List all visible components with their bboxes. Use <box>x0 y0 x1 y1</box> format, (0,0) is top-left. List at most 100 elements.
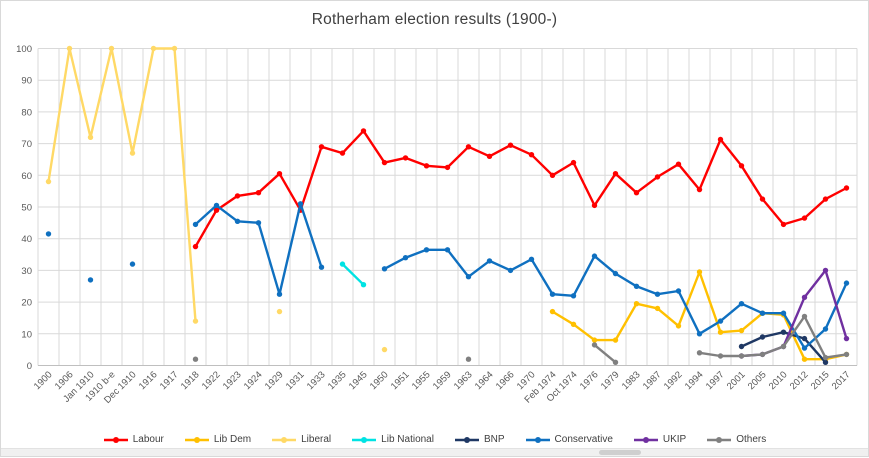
series-labour-marker <box>612 171 619 177</box>
x-axis-tick-label: 1924 <box>242 369 265 392</box>
x-axis-tick-label: 2017 <box>830 369 853 392</box>
x-axis-tick-label: 2015 <box>809 369 832 392</box>
horizontal-scrollbar-thumb[interactable] <box>599 450 641 455</box>
series-labour-marker <box>276 171 283 177</box>
series-conservative-marker <box>654 291 661 297</box>
series-labour-marker <box>444 164 451 171</box>
series-conservative-marker <box>612 270 619 277</box>
series-lib-national-marker <box>339 261 346 267</box>
series-others-marker <box>801 313 808 320</box>
series-ukip-marker <box>822 267 829 274</box>
series-conservative-marker <box>45 231 52 237</box>
series-bnp-marker <box>801 335 808 342</box>
series-labour-marker <box>570 159 577 166</box>
series-liberal-marker <box>171 45 178 52</box>
series-conservative-marker <box>549 291 556 297</box>
x-axis-tick-label: 1923 <box>221 369 244 392</box>
series-lib-dem-marker <box>738 327 745 334</box>
legend-marker-labour-icon <box>103 436 128 443</box>
series-lib-dem-marker <box>570 321 577 327</box>
x-axis-tick-label: 1900 <box>32 369 55 392</box>
series-labour-marker <box>801 215 808 221</box>
series-ukip-marker <box>801 294 808 300</box>
series-bnp <box>738 329 829 365</box>
x-axis-tick-label: 1917 <box>158 369 181 392</box>
series-conservative-marker <box>297 201 304 207</box>
x-axis-tick-label: 1950 <box>368 369 391 392</box>
y-axis-tick-label: 0 <box>27 361 32 372</box>
x-axis-tick-label: 1983 <box>620 369 643 392</box>
legend-label: Others <box>736 434 767 445</box>
series-lib-dem-marker <box>654 305 661 312</box>
legend-label: BNP <box>483 434 505 445</box>
series-bnp-line <box>740 331 827 364</box>
series-conservative-marker <box>675 288 682 294</box>
series-lib-dem-marker <box>675 323 682 329</box>
x-axis-tick-label: 1955 <box>410 369 433 392</box>
series-liberal-marker <box>381 346 388 353</box>
series-conservative-marker <box>129 261 136 267</box>
series-conservative-marker <box>633 283 640 289</box>
series-liberal <box>45 45 388 353</box>
x-axis-tick-label: 2012 <box>788 369 811 392</box>
horizontal-scrollbar-track[interactable] <box>1 448 868 456</box>
series-conservative-marker <box>570 293 577 299</box>
series-liberal-marker <box>87 134 94 140</box>
x-axis-tick-label: 1979 <box>599 369 622 392</box>
series-liberal-marker <box>129 150 136 156</box>
series-labour-marker <box>381 159 388 166</box>
x-axis-tick-label: 1966 <box>494 369 517 392</box>
legend-item-lib-national: Lib National <box>351 434 434 445</box>
legend-item-liberal: Liberal <box>271 434 331 445</box>
series-liberal-line <box>47 47 197 323</box>
x-axis-tick-label: 1929 <box>263 369 286 392</box>
series-conservative-marker <box>87 277 94 283</box>
series-liberal-marker <box>192 318 199 324</box>
series-liberal-marker <box>66 45 73 52</box>
legend-marker-bnp-icon <box>454 436 479 443</box>
series-labour-marker <box>717 136 724 143</box>
series-conservative-marker <box>465 274 472 280</box>
x-axis-tick-label: 1963 <box>452 369 475 392</box>
series-labour-marker <box>486 153 493 159</box>
y-axis-tick-label: 50 <box>21 203 32 214</box>
y-axis-tick-label: 10 <box>21 329 32 340</box>
series-others-marker <box>192 356 199 362</box>
series-labour-marker <box>528 152 535 158</box>
series-labour-marker <box>507 142 514 148</box>
legend-label: Liberal <box>301 434 332 445</box>
series-others-marker <box>591 342 598 348</box>
x-axis-tick-label: 1935 <box>326 369 349 392</box>
series-conservative-marker <box>381 266 388 272</box>
x-axis-tick-label: 1994 <box>683 369 706 392</box>
legend-label: Labour <box>132 434 164 445</box>
series-bnp-marker <box>822 359 829 365</box>
chart-legend: Labour Lib Dem Liberal Lib National BNP Conse… <box>1 434 868 445</box>
series-labour-marker <box>633 190 640 196</box>
series-conservative-marker <box>717 318 724 324</box>
series-conservative-marker <box>843 280 850 286</box>
series-lib-national-marker <box>360 282 367 288</box>
series-conservative <box>45 201 850 351</box>
legend-label: Conservative <box>554 434 613 445</box>
series-labour-marker <box>591 202 598 209</box>
series-others-marker <box>759 351 766 358</box>
series-lib-national-line <box>341 262 365 286</box>
series-conservative-marker <box>276 291 283 297</box>
legend-item-ukip: UKIP <box>633 434 686 445</box>
x-axis-tick-label: 1959 <box>431 369 454 392</box>
legend-item-others: Others <box>706 434 766 445</box>
legend-item-lib-dem: Lib Dem <box>184 434 251 445</box>
x-axis-tick-label: 1997 <box>704 369 727 392</box>
legend-label: UKIP <box>662 434 687 445</box>
series-labour-marker <box>234 193 241 199</box>
legend-marker-lib-dem-icon <box>184 436 209 443</box>
series-conservative-marker <box>696 331 703 337</box>
x-axis-tick-label: 1964 <box>473 369 496 392</box>
series-others-marker <box>696 350 703 356</box>
series-labour-marker <box>360 128 367 134</box>
series-conservative-marker <box>759 310 766 316</box>
chart-title: Rotherham election results (1900-) <box>311 11 558 28</box>
